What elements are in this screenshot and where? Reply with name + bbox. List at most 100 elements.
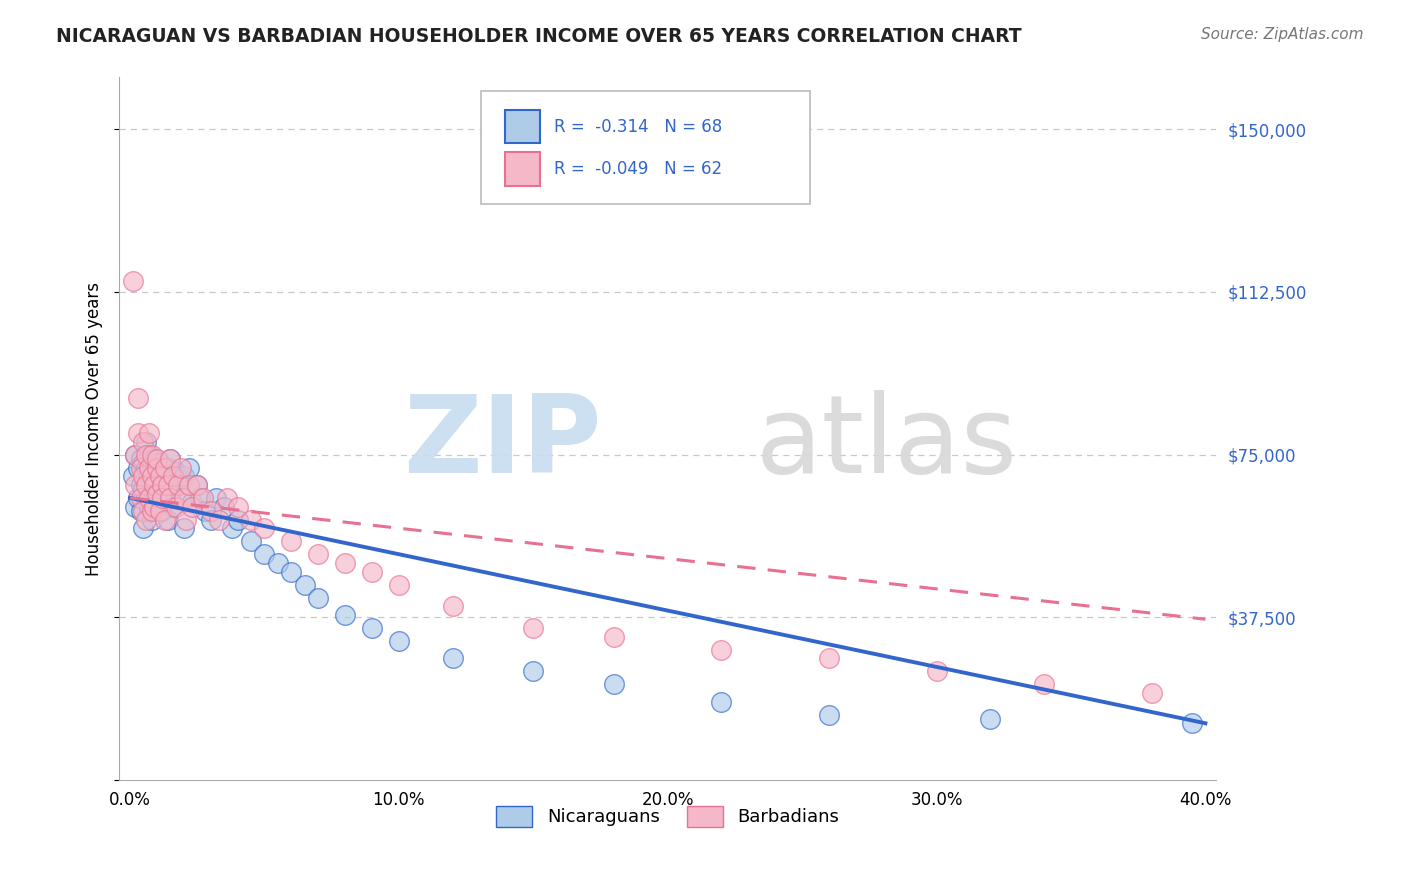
Point	[388, 577, 411, 591]
Point	[149, 482, 172, 496]
Point	[153, 491, 176, 505]
Point	[138, 448, 160, 462]
Text: Source: ZipAtlas.com: Source: ZipAtlas.com	[1201, 27, 1364, 42]
Point	[124, 500, 146, 514]
Point	[818, 651, 841, 665]
Point	[132, 469, 155, 483]
Point	[173, 521, 195, 535]
Point	[162, 500, 184, 514]
FancyBboxPatch shape	[481, 92, 810, 204]
Point	[1181, 716, 1204, 731]
Point	[208, 512, 231, 526]
Point	[141, 504, 163, 518]
Point	[191, 491, 214, 505]
Point	[121, 274, 143, 288]
Point	[149, 504, 172, 518]
Point	[212, 500, 235, 514]
Point	[129, 478, 152, 492]
Point	[143, 500, 166, 514]
Legend: Nicaraguans, Barbadians: Nicaraguans, Barbadians	[489, 798, 846, 834]
Point	[170, 460, 193, 475]
Point	[522, 665, 544, 679]
Point	[135, 434, 157, 449]
Point	[188, 491, 211, 505]
Point	[170, 491, 193, 505]
Point	[156, 512, 179, 526]
Point	[143, 451, 166, 466]
Point	[156, 478, 179, 492]
Point	[132, 521, 155, 535]
Point	[159, 451, 181, 466]
Point	[153, 478, 176, 492]
Point	[138, 491, 160, 505]
Point	[141, 448, 163, 462]
Point	[603, 677, 626, 691]
Bar	[505, 110, 540, 144]
Point	[124, 448, 146, 462]
Point	[129, 491, 152, 505]
Point	[141, 460, 163, 475]
Point	[215, 491, 238, 505]
Point	[135, 512, 157, 526]
Point	[180, 500, 202, 514]
Point	[173, 491, 195, 505]
Point	[186, 478, 208, 492]
Point	[150, 478, 173, 492]
Point	[135, 448, 157, 462]
Point	[925, 665, 948, 679]
Point	[240, 512, 263, 526]
Point	[253, 521, 276, 535]
Point	[135, 460, 157, 475]
Point	[253, 547, 276, 561]
Point	[146, 460, 169, 475]
Point	[179, 478, 201, 492]
Point	[135, 478, 157, 492]
Point	[280, 565, 302, 579]
Point	[200, 512, 222, 526]
Point	[159, 451, 181, 466]
Point	[129, 504, 152, 518]
Text: atlas: atlas	[755, 390, 1018, 496]
Point	[710, 642, 733, 657]
Point	[162, 469, 184, 483]
Point	[159, 491, 181, 505]
Point	[333, 556, 356, 570]
Point	[167, 474, 190, 488]
Point	[143, 478, 166, 492]
Point	[165, 465, 187, 479]
Point	[124, 478, 146, 492]
Point	[121, 469, 143, 483]
Point	[129, 451, 152, 466]
Text: R =  -0.049   N = 62: R = -0.049 N = 62	[554, 160, 721, 178]
Point	[129, 460, 152, 475]
Point	[441, 651, 464, 665]
Point	[159, 486, 181, 500]
Point	[150, 491, 173, 505]
Point	[138, 469, 160, 483]
Point	[138, 500, 160, 514]
Point	[149, 456, 172, 470]
Point	[132, 482, 155, 496]
Point	[165, 500, 187, 514]
Text: ZIP: ZIP	[404, 390, 602, 496]
Point	[361, 621, 384, 635]
Text: R =  -0.314   N = 68: R = -0.314 N = 68	[554, 118, 721, 136]
Point	[280, 534, 302, 549]
Point	[1033, 677, 1056, 691]
Point	[141, 469, 163, 483]
Point	[173, 469, 195, 483]
Point	[141, 512, 163, 526]
Point	[361, 565, 384, 579]
Point	[146, 495, 169, 509]
Point	[180, 495, 202, 509]
Point	[226, 500, 249, 514]
Point	[146, 451, 169, 466]
Point	[156, 460, 179, 475]
Point	[132, 456, 155, 470]
Point	[146, 474, 169, 488]
Point	[603, 630, 626, 644]
Point	[818, 707, 841, 722]
Point	[226, 512, 249, 526]
Point	[153, 460, 176, 475]
Point	[127, 425, 149, 440]
